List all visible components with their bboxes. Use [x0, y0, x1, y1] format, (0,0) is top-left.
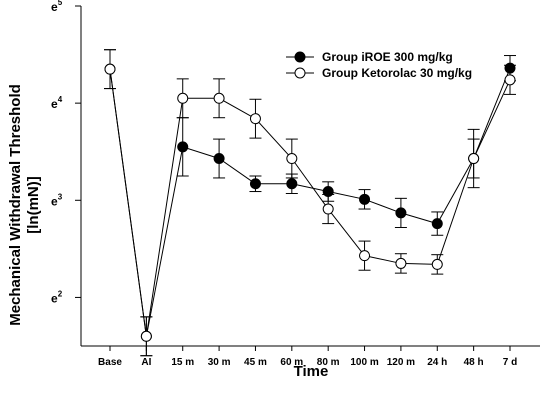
- x-tick-label: 30 m: [208, 357, 231, 368]
- x-tick-label: 15 m: [171, 357, 194, 368]
- x-tick-label: AI: [141, 357, 151, 368]
- y-axis-title-line1: Mechanical Withdrawal Threshold: [7, 84, 24, 326]
- data-point: [359, 193, 371, 205]
- x-tick-label: 24 h: [427, 357, 447, 368]
- data-point: [249, 178, 261, 190]
- y-tick-label: e2: [51, 289, 63, 305]
- y-axis-title: Mechanical Withdrawal Threshold [ln(mN)]: [7, 84, 42, 326]
- data-point: [177, 141, 189, 153]
- data-point: [359, 250, 371, 262]
- data-point: [213, 92, 225, 104]
- series-2: [104, 49, 516, 357]
- x-axis-title: Time: [294, 363, 329, 380]
- series-line: [109, 67, 511, 337]
- x-tick-label: 7 d: [503, 357, 517, 368]
- data-point: [395, 207, 407, 219]
- legend-marker: [294, 51, 306, 63]
- series-layer: [104, 49, 516, 357]
- y-tick-label: e5: [51, 0, 63, 14]
- x-tick-label: 80 m: [317, 357, 340, 368]
- data-point: [322, 203, 334, 215]
- data-point: [140, 330, 152, 342]
- x-tick-label: 48 h: [464, 357, 484, 368]
- data-point: [431, 258, 443, 270]
- y-tick-label: e4: [51, 95, 63, 111]
- y-tick-label: e3: [51, 192, 63, 208]
- x-tick-label: 60 m: [280, 357, 303, 368]
- legend-label: Group Ketorolac 30 mg/kg: [322, 66, 472, 80]
- x-tick-label: 100 m: [350, 357, 378, 368]
- x-tick-label: 120 m: [387, 357, 415, 368]
- series-line: [109, 69, 511, 337]
- data-point: [213, 153, 225, 165]
- data-point: [177, 92, 189, 104]
- data-point: [104, 63, 116, 75]
- legend-marker: [294, 67, 306, 79]
- data-point: [504, 74, 516, 86]
- legend: Group iROE 300 mg/kg Group Ketorolac 30 m…: [286, 50, 472, 80]
- x-tick-label: Base: [98, 357, 122, 368]
- data-point: [395, 257, 407, 269]
- legend-label: Group iROE 300 mg/kg: [322, 50, 453, 64]
- axes-layer: e2 e3 e4 e5 Base AI 15 m 30 m 45 m 60 m 80 m 100 m 1…: [51, 0, 540, 368]
- data-point: [249, 113, 261, 125]
- series-1: [104, 49, 516, 357]
- data-point: [286, 153, 298, 165]
- y-axis-title-line2: [ln(mN)]: [25, 176, 42, 233]
- x-tick-label: 45 m: [244, 357, 267, 368]
- data-point: [286, 178, 298, 190]
- data-point: [431, 218, 443, 230]
- data-point: [468, 153, 480, 165]
